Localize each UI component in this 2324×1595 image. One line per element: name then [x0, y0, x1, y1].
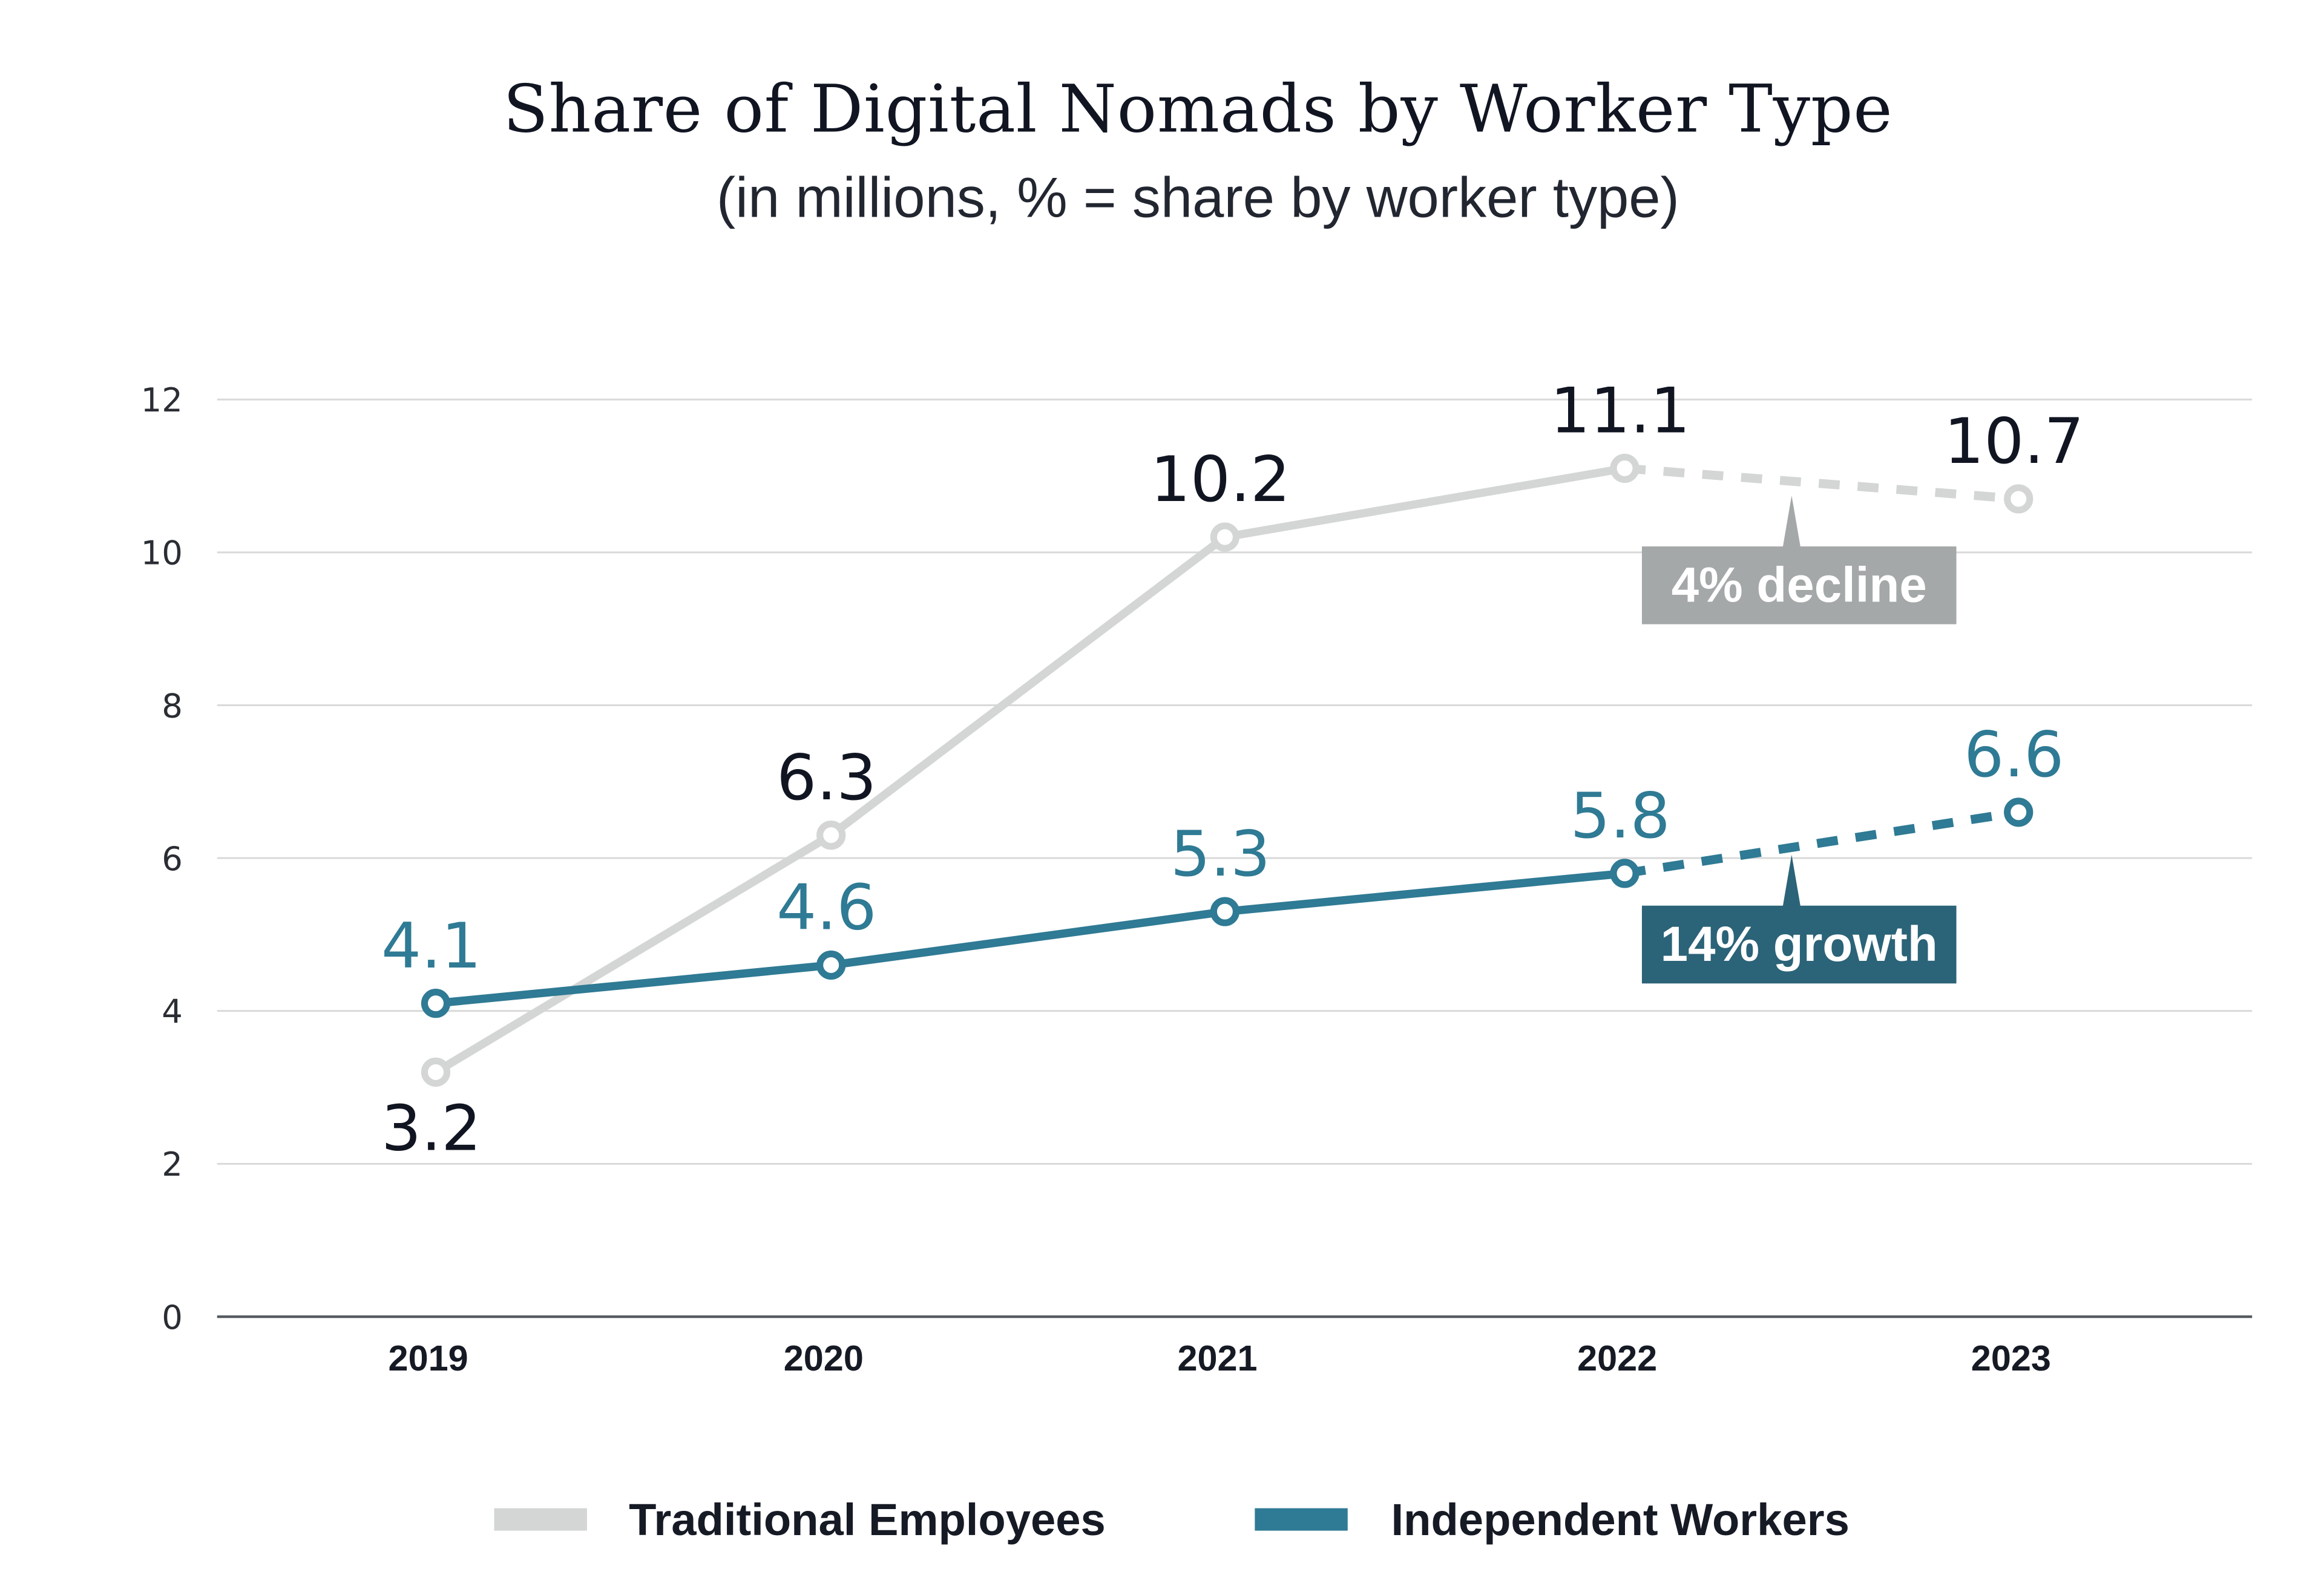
data-label: 6.6 [1964, 719, 2064, 791]
annotation-box [1641, 546, 1957, 624]
y-tick-label: 12 [141, 381, 183, 419]
legend-label: Independent Workers [1391, 1495, 1850, 1545]
x-axis-ticks: 2019 2020 2021 2022 2023 [389, 1338, 2051, 1378]
chart-subtitle: (in millions, % = share by worker type) [716, 167, 1679, 231]
data-point-marker [421, 989, 451, 1018]
x-tick-label: 2019 [389, 1338, 468, 1378]
data-labels: 3.2 6.3 10.2 11.1 10.7 4.1 4.6 5.3 5.8 6.6 [381, 375, 2084, 1165]
y-tick-label: 2 [162, 1145, 183, 1184]
annotation-pointer [1782, 495, 1801, 548]
data-label: 6.3 [776, 742, 876, 814]
data-label: 11.1 [1550, 375, 1690, 448]
data-label: 3.2 [381, 1092, 481, 1165]
annotation-pointer [1782, 854, 1801, 908]
gridlines [217, 398, 2253, 1318]
legend: Traditional Employees Independent Workers [494, 1495, 1850, 1545]
data-label: 5.8 [1570, 780, 1670, 853]
series-traditional-employees [421, 453, 2034, 1087]
annotation-box [1641, 905, 1957, 984]
legend-label: Traditional Employees [629, 1495, 1106, 1545]
data-label: 4.1 [381, 910, 481, 983]
legend-swatch [494, 1508, 587, 1531]
data-point-marker [421, 1057, 451, 1087]
x-tick-label: 2020 [784, 1338, 864, 1378]
series-line [433, 464, 1626, 1076]
data-label: 5.3 [1170, 818, 1270, 891]
y-tick-label: 10 [141, 534, 183, 572]
y-tick-label: 0 [162, 1298, 183, 1337]
data-label: 10.2 [1151, 444, 1290, 516]
data-point-marker [816, 820, 846, 850]
series-lines [421, 453, 2034, 1087]
annotations: 4% decline 14% growth [1641, 495, 1957, 984]
annotation-growth: 14% growth [1641, 854, 1957, 984]
data-point-marker [1610, 453, 1640, 483]
annotation-decline: 4% decline [1641, 495, 1957, 624]
series-projection-line [1624, 808, 2020, 878]
x-tick-label: 2023 [1971, 1338, 2051, 1378]
annotation-text: 4% decline [1672, 558, 1927, 613]
y-tick-label: 4 [162, 992, 183, 1031]
chart-title: Share of Digital Nomads by Worker Type [503, 71, 1893, 148]
data-point-marker [2004, 798, 2034, 827]
data-point-marker [1210, 522, 1240, 552]
y-tick-label: 8 [162, 686, 183, 725]
y-axis-ticks: 0 2 4 6 8 10 12 [141, 381, 183, 1337]
legend-item: Independent Workers [1255, 1495, 1850, 1545]
x-tick-label: 2021 [1177, 1338, 1257, 1378]
y-tick-label: 6 [162, 839, 183, 878]
series-projection-line [1624, 463, 2019, 503]
legend-item: Traditional Employees [494, 1495, 1106, 1545]
data-point-marker [2004, 484, 2034, 514]
series-independent-workers [421, 798, 2034, 1018]
annotation-text: 14% growth [1661, 917, 1938, 972]
series-line [435, 869, 1626, 1007]
x-tick-label: 2022 [1577, 1338, 1657, 1378]
legend-swatch [1255, 1508, 1348, 1531]
data-label: 4.6 [776, 872, 876, 945]
data-point-marker [1610, 859, 1640, 888]
data-label: 10.7 [1944, 405, 2084, 478]
data-point-marker [1210, 897, 1240, 926]
data-point-marker [816, 950, 846, 980]
